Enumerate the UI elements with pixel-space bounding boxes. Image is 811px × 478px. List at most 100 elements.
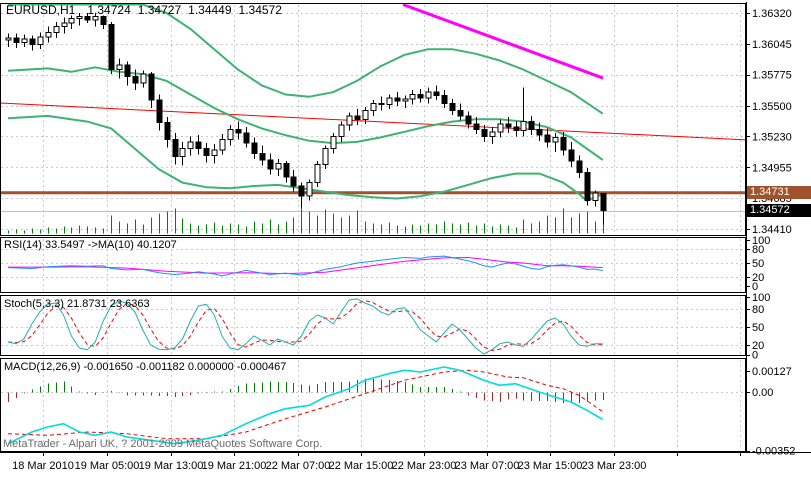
chart-header: EURUSD,H1 1.34724 1.34727 1.34449 1.34572 <box>6 3 289 17</box>
candle <box>528 121 535 131</box>
candle <box>552 136 559 143</box>
candle <box>441 95 448 105</box>
candle <box>576 160 583 173</box>
axis-label: 22 Mar 23:00 <box>392 460 457 472</box>
candle <box>425 91 432 99</box>
candle <box>481 129 488 137</box>
stoch-indicator-label: Stoch(5,3,3) 21.8731 23.6363 <box>4 298 150 310</box>
candle <box>568 149 575 162</box>
bar-high: 1.34727 <box>137 3 182 17</box>
candle <box>259 152 266 161</box>
candle <box>68 18 75 24</box>
candle <box>187 141 194 150</box>
macd-main-line <box>7 366 604 445</box>
candle <box>378 103 385 106</box>
candle <box>409 93 416 100</box>
candle <box>219 139 226 151</box>
candle <box>148 73 155 101</box>
candle <box>251 142 258 154</box>
candle <box>370 103 377 111</box>
axis-label: 50 <box>752 258 764 270</box>
main-price-pane <box>0 3 747 234</box>
candle <box>37 36 44 46</box>
candle <box>124 64 131 77</box>
axis-label: -0.00352 <box>752 446 795 458</box>
symbol-period: EURUSD,H1 <box>6 3 76 17</box>
candle <box>156 99 163 124</box>
axis-label: 100 <box>752 235 770 247</box>
candle <box>330 135 337 150</box>
red-trendline[interactable] <box>0 102 747 141</box>
macd-signal-line <box>7 369 604 440</box>
candle <box>21 38 28 43</box>
candle <box>283 162 290 178</box>
grid <box>1 5 745 450</box>
candle <box>338 124 345 137</box>
candle <box>132 75 139 84</box>
axis-label: 0 <box>752 281 758 293</box>
candle <box>465 115 472 125</box>
candle <box>417 93 424 99</box>
axis-label: 23 Mar 07:00 <box>455 460 520 472</box>
axis-label: 0.00127 <box>752 366 792 378</box>
stoch-signal-line <box>7 300 603 352</box>
candle <box>433 91 440 97</box>
price-line-badge: 1.34731 <box>747 186 811 199</box>
rsi-line <box>7 255 603 277</box>
rsi-ma-line <box>8 257 603 275</box>
bollinger-bands <box>7 3 604 202</box>
axis-label: 1.35500 <box>752 101 792 113</box>
axis-label: 1.36320 <box>752 8 792 20</box>
magenta-trendline[interactable] <box>402 3 604 80</box>
rsi-indicator-label: RSI(14) 33.5497 ->MA(10) 40.1207 <box>4 239 177 251</box>
candle <box>92 15 99 21</box>
candle <box>306 182 313 197</box>
volume-bars <box>8 205 604 234</box>
candle <box>544 134 551 143</box>
candle <box>203 148 210 157</box>
axis-label: 0.00 <box>752 387 773 399</box>
axis-label: 23 Mar 23:00 <box>582 460 647 472</box>
axis-label: 50 <box>752 322 764 334</box>
stoch-main-line <box>7 298 603 355</box>
candle <box>536 129 543 136</box>
candle <box>164 122 171 141</box>
candle <box>457 109 464 117</box>
axis-label: 1.34955 <box>752 162 792 174</box>
candle <box>227 129 234 141</box>
candle <box>560 136 567 151</box>
axis-label: 20 <box>752 272 764 284</box>
candle <box>520 121 527 132</box>
candle <box>513 126 520 132</box>
axis-label: 22 Mar 15:00 <box>329 460 394 472</box>
axis-label: 20 <box>752 340 764 352</box>
bar-open: 1.34724 <box>87 3 131 17</box>
candle <box>84 15 91 21</box>
candle <box>449 103 456 111</box>
rsi-pane <box>7 255 603 277</box>
candle <box>322 148 329 166</box>
candle <box>211 149 218 157</box>
candle <box>290 176 297 187</box>
candle <box>489 131 496 137</box>
candle <box>473 123 480 131</box>
candle <box>195 141 202 150</box>
candle <box>505 123 512 128</box>
candle <box>53 26 60 33</box>
axis-label: 1.35775 <box>752 70 792 82</box>
candle <box>243 132 250 144</box>
candle <box>584 171 591 202</box>
candle <box>116 64 123 71</box>
axis-label: 0 <box>752 350 758 362</box>
axis-label: 80 <box>752 304 764 316</box>
pane-borders <box>0 2 811 453</box>
candle <box>108 23 115 71</box>
price-axis[interactable]: 1.36320 1.36045 1.35775 1.35500 1.35230 1.349… <box>746 8 795 458</box>
candles <box>5 13 607 225</box>
candle <box>179 148 186 158</box>
candle <box>314 164 321 184</box>
axis-label: 19 Mar 21:00 <box>202 460 267 472</box>
